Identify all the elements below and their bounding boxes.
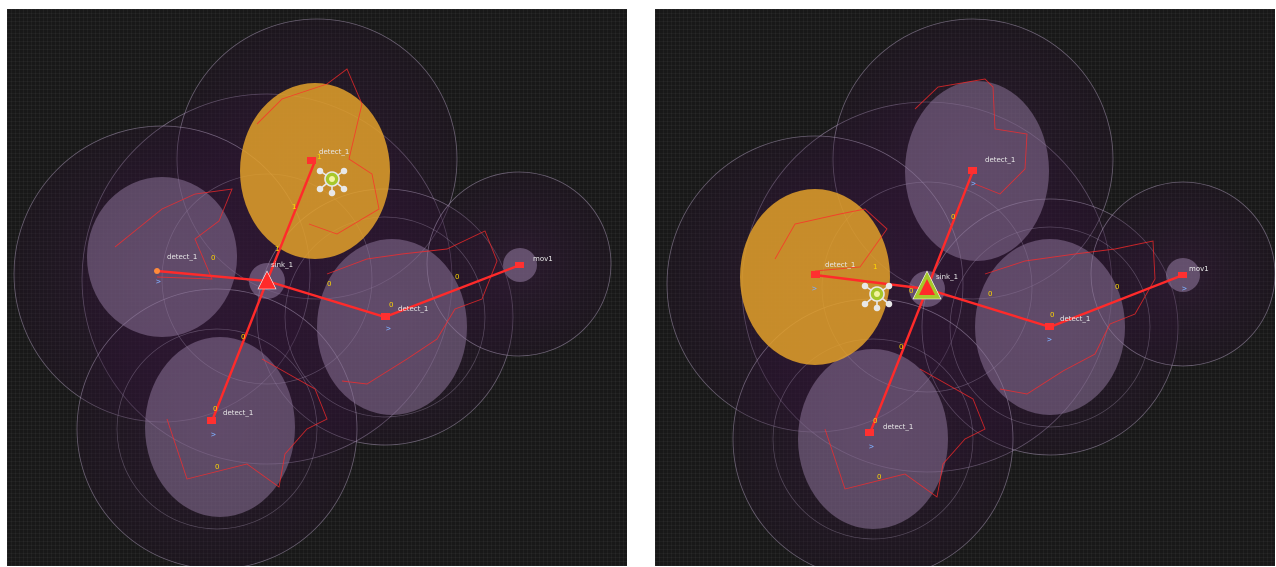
device-node-icon[interactable]: [307, 157, 316, 164]
detect-left-zone: [87, 177, 237, 337]
device-node-icon[interactable]: [1045, 323, 1054, 330]
active-sensor-icon[interactable]: [861, 282, 893, 312]
device-node-icon[interactable]: [1178, 272, 1187, 278]
active-sensor-icon[interactable]: [316, 167, 348, 197]
link-counter: 0: [873, 417, 877, 425]
link-counter: 0: [951, 213, 955, 221]
sink-triangle-icon[interactable]: [257, 270, 277, 290]
link-counter: 0: [389, 301, 393, 309]
detect-right-zone: [317, 239, 467, 415]
direction-marker: >: [386, 324, 391, 333]
link-counter: 0: [327, 280, 331, 288]
direction-marker: >: [1182, 284, 1187, 293]
route-sink-detect-right: [266, 279, 386, 319]
route-sink-detect-bottom: [868, 288, 929, 434]
node-label-detect-bottom: detect_1: [883, 423, 913, 431]
trace-top: [914, 78, 1028, 195]
node-label-detect-top: detect_1: [319, 148, 349, 156]
node-label-detect-left: detect_1: [167, 253, 197, 261]
direction-marker: >: [1047, 335, 1052, 344]
detect-bottom-inner-ring: [116, 328, 318, 530]
trace-bottom: [166, 358, 328, 488]
link-counter: 0: [215, 463, 219, 471]
simulation-panel-right: sink_1 detect_1 detect_1 detect_1 detect…: [655, 9, 1275, 566]
device-node-icon[interactable]: [207, 417, 216, 424]
node-label-sink: sink_1: [271, 261, 293, 269]
device-node-icon[interactable]: [515, 262, 524, 268]
device-node-icon[interactable]: [381, 313, 390, 320]
network-canvas-left: sink_1 detect_1 detect_1 detect_1 detect…: [13, 18, 612, 566]
trace-right: [326, 230, 498, 385]
network-canvas-right: sink_1 detect_1 detect_1 detect_1 detect…: [666, 18, 1275, 566]
route-sink-detect-top: [265, 160, 317, 282]
node-label-detect-top: detect_1: [985, 156, 1015, 164]
node-label-detect-right: detect_1: [1060, 315, 1090, 323]
link-counter: 0: [241, 333, 245, 341]
trace-left: [114, 188, 233, 280]
direction-marker: >: [812, 284, 817, 293]
route-sink-detect-left: [814, 273, 928, 291]
node-label-detect-bottom: detect_1: [223, 409, 253, 417]
direction-marker: >: [156, 277, 161, 286]
trace-bottom: [824, 368, 986, 498]
link-counter: 0: [211, 254, 215, 262]
link-counter: 0: [1050, 311, 1054, 319]
simulation-panel-left: sink_1 detect_1 detect_1 detect_1 detect…: [7, 9, 627, 566]
route-detect-right-mov: [384, 263, 521, 319]
node-label-mov: mov1: [1189, 265, 1209, 273]
link-counter: 1: [292, 203, 296, 211]
trace-left: [774, 208, 888, 272]
sink-triangle-icon[interactable]: [912, 270, 942, 300]
link-counter: 0: [899, 343, 903, 351]
link-counter: 1: [317, 153, 321, 161]
node-label-detect-left: detect_1: [825, 261, 855, 269]
trace-top: [256, 68, 380, 235]
device-node-icon[interactable]: [811, 271, 820, 278]
detect-bottom-zone: [145, 337, 295, 517]
routes: [156, 160, 521, 422]
device-node-icon[interactable]: [968, 167, 977, 174]
route-sink-detect-right: [926, 287, 1051, 329]
link-counter: 1: [873, 263, 877, 271]
link-counter: 0: [455, 273, 459, 281]
link-counter: 1: [275, 245, 279, 253]
detect-right-inner-ring: [949, 226, 1151, 428]
route-sink-detect-left: [156, 269, 268, 283]
link-counter: 0: [877, 473, 881, 481]
mobility-traces: [114, 68, 498, 488]
route-sink-detect-top: [925, 170, 975, 290]
route-detect-right-mov: [1049, 273, 1184, 329]
link-counter: 0: [988, 290, 992, 298]
link-counter: 0: [1115, 283, 1119, 291]
mobility-traces: [774, 78, 1156, 498]
device-node-icon[interactable]: [865, 429, 874, 436]
link-counter: 0: [909, 287, 913, 295]
direction-marker: >: [211, 430, 216, 439]
detect-bottom-inner-ring: [772, 338, 974, 540]
trace-right: [984, 240, 1156, 395]
node-label-detect-right: detect_1: [398, 305, 428, 313]
routes: [814, 170, 1184, 434]
device-node-icon[interactable]: [154, 268, 160, 274]
detect-bottom-zone: [798, 349, 948, 529]
active-detect-zone: [240, 83, 390, 259]
direction-marker: >: [869, 442, 874, 451]
direction-marker: >: [971, 179, 976, 188]
detect-right-inner-ring: [284, 216, 486, 418]
link-counter: 0: [213, 405, 217, 413]
route-sink-detect-bottom: [210, 280, 269, 422]
node-label-sink: sink_1: [936, 273, 958, 281]
node-label-mov: mov1: [533, 255, 553, 263]
